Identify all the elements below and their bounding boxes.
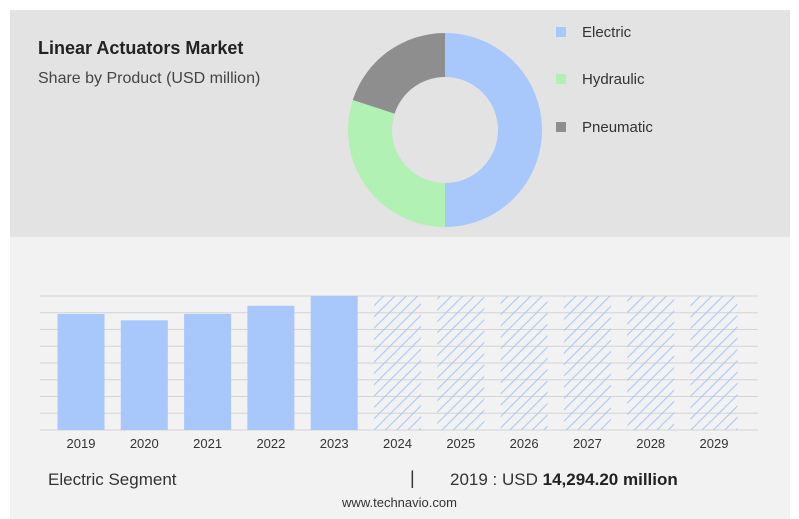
legend-label-pneumatic: Pneumatic	[582, 119, 653, 136]
x-tick-label-2021: 2021	[193, 436, 222, 451]
chart-subtitle: Share by Product (USD million)	[38, 70, 261, 87]
segment-label: Electric Segment	[48, 470, 177, 489]
bar-2020	[120, 320, 168, 430]
forecast-bar-2028	[627, 296, 675, 430]
segment-value-amount: 14,294.20 million	[542, 470, 678, 489]
footer-separator: |	[410, 468, 415, 488]
x-tick-label-2026: 2026	[510, 436, 539, 451]
forecast-bar-2024	[374, 296, 421, 430]
x-tick-label-2019: 2019	[67, 436, 96, 451]
segment-value: 2019 : USD 14,294.20 million	[450, 470, 678, 490]
donut-slice-hydraulic	[348, 100, 445, 227]
x-tick-label-2022: 2022	[256, 436, 285, 451]
legend-swatch-hydraulic	[556, 74, 566, 85]
x-tick-label-2024: 2024	[383, 436, 412, 451]
source-link[interactable]: www.technavio.com	[342, 495, 457, 510]
segment-value-prefix: 2019 : USD	[450, 470, 538, 489]
x-tick-label-2025: 2025	[446, 436, 475, 451]
x-tick-label-2020: 2020	[130, 436, 159, 451]
legend-item-hydraulic: Hydraulic	[556, 71, 645, 88]
x-tick-label-2029: 2029	[700, 436, 729, 451]
legend-label-hydraulic: Hydraulic	[582, 71, 645, 88]
legend-item-electric: Electric	[556, 24, 631, 41]
chart-title: Linear Actuators Market	[38, 38, 244, 58]
forecast-bar-2027	[563, 296, 611, 430]
x-tick-label-2027: 2027	[573, 436, 602, 451]
x-tick-label-2028: 2028	[636, 436, 665, 451]
bar-2021	[184, 313, 232, 430]
x-tick-label-2023: 2023	[320, 436, 349, 451]
forecast-bar-2025	[437, 296, 485, 430]
forecast-bar-2029	[690, 296, 738, 430]
forecast-bar-2026	[500, 296, 548, 430]
legend-item-pneumatic: Pneumatic	[556, 119, 653, 136]
bar-2019	[57, 313, 105, 430]
bar-2023	[310, 296, 358, 430]
legend-swatch-electric	[556, 27, 566, 38]
legend-swatch-pneumatic	[556, 122, 566, 133]
donut-slice-pneumatic	[352, 32, 445, 114]
bar-2022	[247, 305, 295, 430]
donut-slice-electric	[445, 33, 542, 227]
legend-label-electric: Electric	[582, 24, 632, 41]
